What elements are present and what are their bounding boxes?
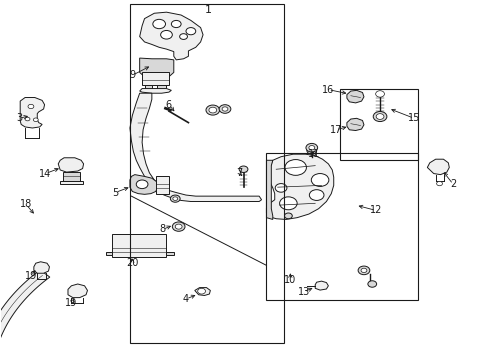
Polygon shape (130, 93, 261, 202)
Circle shape (205, 105, 219, 115)
Circle shape (185, 28, 195, 35)
Polygon shape (140, 12, 203, 60)
Circle shape (239, 166, 247, 172)
Circle shape (208, 107, 216, 113)
Circle shape (308, 145, 314, 150)
Circle shape (285, 159, 306, 175)
Circle shape (25, 117, 30, 121)
Circle shape (284, 213, 292, 219)
Text: 19: 19 (65, 298, 78, 308)
Text: 5: 5 (112, 188, 118, 198)
Text: 17: 17 (329, 125, 342, 135)
Circle shape (197, 288, 205, 294)
Polygon shape (0, 270, 50, 360)
Circle shape (160, 31, 172, 39)
Text: 13: 13 (297, 287, 309, 297)
Text: 20: 20 (126, 258, 138, 268)
Circle shape (222, 107, 227, 111)
Polygon shape (63, 172, 80, 181)
Polygon shape (157, 85, 166, 91)
Text: 18: 18 (20, 199, 32, 210)
Circle shape (171, 21, 181, 28)
Circle shape (357, 266, 369, 275)
Text: 4: 4 (183, 294, 189, 304)
Bar (130, 4, 283, 343)
Polygon shape (315, 281, 328, 290)
Circle shape (170, 195, 180, 202)
Text: 12: 12 (369, 206, 382, 216)
Bar (112, 234, 166, 257)
Polygon shape (266, 160, 272, 220)
Circle shape (306, 147, 316, 154)
Polygon shape (144, 85, 152, 91)
Polygon shape (20, 98, 44, 128)
Polygon shape (194, 288, 210, 296)
Polygon shape (346, 118, 363, 131)
Circle shape (375, 114, 383, 120)
Polygon shape (140, 58, 173, 78)
Text: 9: 9 (129, 70, 135, 80)
Polygon shape (60, 181, 82, 184)
Circle shape (279, 197, 297, 210)
Polygon shape (142, 72, 168, 85)
Text: 6: 6 (165, 100, 172, 110)
Text: 2: 2 (449, 179, 455, 189)
Polygon shape (34, 262, 49, 273)
Circle shape (360, 268, 366, 273)
Polygon shape (346, 90, 363, 103)
Text: 10: 10 (284, 275, 296, 285)
Circle shape (33, 118, 38, 122)
Circle shape (153, 19, 165, 29)
Bar (339, 89, 417, 160)
Circle shape (28, 104, 34, 109)
Text: 3: 3 (16, 113, 22, 123)
Circle shape (219, 105, 230, 113)
Circle shape (136, 180, 148, 189)
Circle shape (309, 190, 324, 201)
Circle shape (375, 91, 384, 97)
Circle shape (436, 181, 442, 186)
Polygon shape (105, 252, 112, 255)
Text: 8: 8 (159, 225, 165, 234)
Bar (266, 153, 417, 300)
Text: 7: 7 (236, 168, 242, 178)
Circle shape (372, 112, 386, 122)
Polygon shape (130, 175, 158, 194)
Circle shape (172, 222, 184, 231)
Circle shape (275, 184, 286, 192)
Text: 16: 16 (322, 85, 334, 95)
Text: 15: 15 (407, 113, 420, 123)
Text: 19: 19 (25, 271, 37, 281)
Circle shape (175, 224, 182, 229)
Polygon shape (156, 176, 168, 194)
Circle shape (311, 174, 328, 186)
Circle shape (179, 34, 187, 40)
Circle shape (367, 281, 376, 287)
Text: 11: 11 (307, 149, 319, 159)
Polygon shape (266, 154, 333, 220)
Circle shape (172, 197, 177, 201)
Text: 14: 14 (40, 168, 52, 179)
Polygon shape (58, 158, 83, 172)
Polygon shape (427, 159, 448, 175)
Polygon shape (68, 284, 87, 298)
Polygon shape (166, 252, 173, 255)
Text: 1: 1 (204, 5, 211, 15)
Polygon shape (140, 89, 171, 93)
Circle shape (305, 143, 317, 152)
